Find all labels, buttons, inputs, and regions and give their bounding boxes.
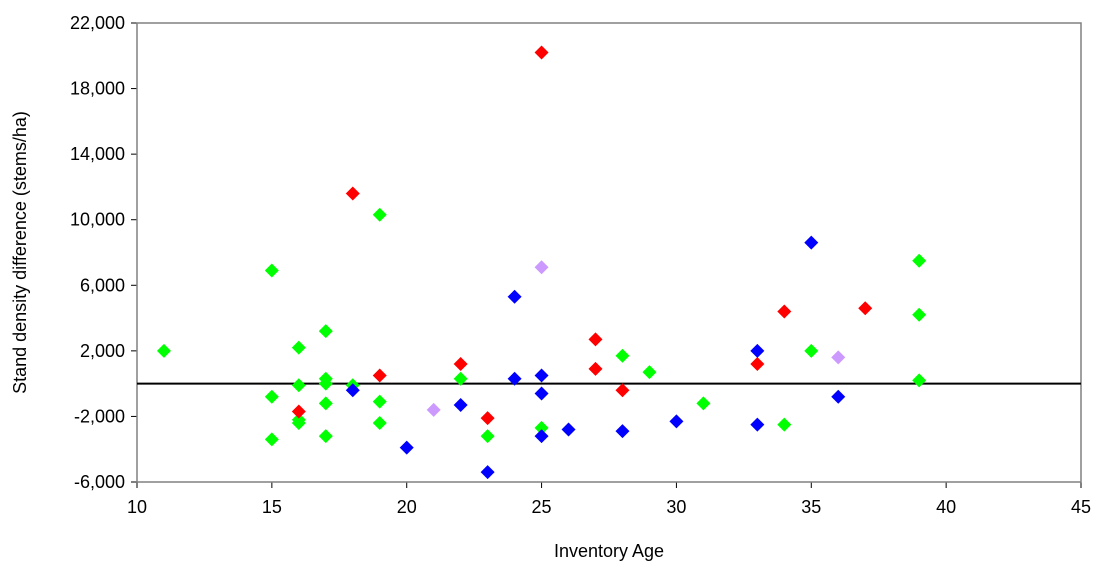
data-point <box>831 389 846 404</box>
data-point <box>750 417 765 432</box>
data-point <box>804 235 819 250</box>
data-point <box>318 324 333 339</box>
data-point <box>156 343 171 358</box>
x-tick-label: 20 <box>397 497 417 517</box>
data-point <box>534 386 549 401</box>
data-point <box>291 415 306 430</box>
data-point <box>696 396 711 411</box>
data-point <box>264 263 279 278</box>
y-tick-label: 6,000 <box>80 275 125 295</box>
data-point <box>372 394 387 409</box>
data-point <box>480 429 495 444</box>
data-point <box>399 440 414 455</box>
data-point <box>318 396 333 411</box>
data-point <box>669 414 684 429</box>
data-point <box>534 45 549 60</box>
x-tick-label: 10 <box>127 497 147 517</box>
data-point <box>318 429 333 444</box>
data-point <box>291 340 306 355</box>
data-point <box>615 348 630 363</box>
data-point <box>345 383 360 398</box>
data-point <box>831 350 846 365</box>
data-point <box>642 365 657 380</box>
data-point <box>615 424 630 439</box>
data-point <box>480 411 495 426</box>
data-point <box>777 417 792 432</box>
data-point <box>318 376 333 391</box>
data-point <box>507 371 522 386</box>
x-tick-label: 15 <box>262 497 282 517</box>
y-tick-label: 22,000 <box>70 13 125 33</box>
data-point <box>561 422 576 437</box>
x-tick-label: 35 <box>801 497 821 517</box>
data-point <box>345 186 360 201</box>
y-tick-label: 14,000 <box>70 144 125 164</box>
data-points <box>156 45 927 480</box>
data-point <box>615 383 630 398</box>
data-point <box>912 253 927 268</box>
y-axis-title: Stand density difference (stems/ha) <box>10 111 30 394</box>
data-point <box>750 356 765 371</box>
data-point <box>264 432 279 447</box>
data-point <box>534 260 549 275</box>
y-axis-ticks: -6,000 -2,000 2,000 6,000 10,000 14,000 18,000… <box>70 13 137 492</box>
x-tick-label: 25 <box>532 497 552 517</box>
data-point <box>453 371 468 386</box>
data-point <box>291 378 306 393</box>
data-point <box>480 465 495 480</box>
x-tick-label: 40 <box>936 497 956 517</box>
data-point <box>372 207 387 222</box>
data-point <box>804 343 819 358</box>
data-point <box>534 429 549 444</box>
data-point <box>912 307 927 322</box>
data-point <box>264 389 279 404</box>
data-point <box>858 301 873 316</box>
x-axis-title: Inventory Age <box>554 541 664 561</box>
data-point <box>777 304 792 319</box>
y-tick-label: -2,000 <box>74 406 125 426</box>
data-point <box>453 356 468 371</box>
data-point <box>588 361 603 376</box>
data-point <box>750 343 765 358</box>
data-point <box>291 404 306 419</box>
data-point <box>507 289 522 304</box>
x-axis-ticks: 10 15 20 25 30 35 40 45 <box>127 482 1091 517</box>
data-point <box>453 397 468 412</box>
data-point <box>588 332 603 347</box>
y-tick-label: 18,000 <box>70 79 125 99</box>
y-tick-label: 2,000 <box>80 341 125 361</box>
data-point <box>534 420 549 435</box>
data-point <box>372 415 387 430</box>
y-tick-label: -6,000 <box>74 472 125 492</box>
data-point <box>372 368 387 383</box>
x-tick-label: 30 <box>666 497 686 517</box>
x-tick-label: 45 <box>1071 497 1091 517</box>
data-point <box>426 402 441 417</box>
y-tick-label: 10,000 <box>70 210 125 230</box>
plot-area <box>136 22 1082 483</box>
data-point <box>534 368 549 383</box>
data-point <box>912 373 927 388</box>
